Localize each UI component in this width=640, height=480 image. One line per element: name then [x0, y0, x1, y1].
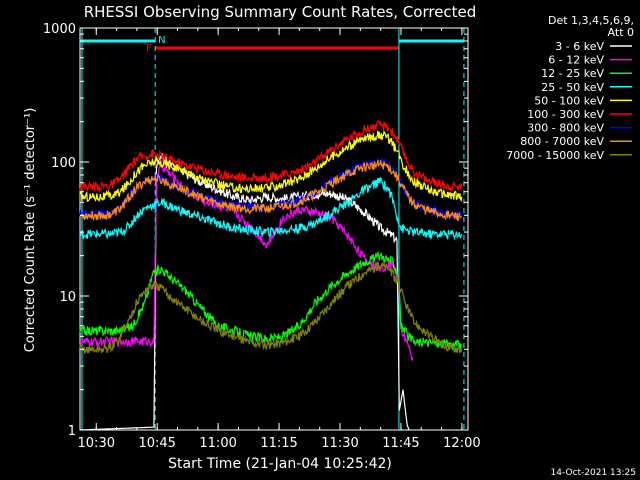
series-line-25-50-kev [79, 176, 463, 241]
legend-entry-label: 100 - 300 keV [527, 108, 604, 121]
x-tick-label: 11:30 [321, 436, 358, 451]
legend-entry-label: 50 - 100 keV [534, 94, 604, 107]
y-axis-label: Corrected Count Rate (s⁻¹ detector⁻¹) [23, 108, 38, 353]
legend-header-attenuator: Att 0 [608, 26, 634, 39]
chart-title: RHESSI Observing Summary Count Rates, Co… [84, 3, 477, 21]
series-line-12-25-kev [79, 252, 463, 351]
x-tick-label: 11:00 [199, 436, 236, 451]
x-tick-label: 10:45 [138, 436, 175, 451]
legend-entry-label: 7000 - 15000 keV [506, 149, 604, 162]
series-line-50-100-kev [79, 130, 463, 203]
plot-area [79, 27, 469, 431]
legend-header-detectors: Det 1,3,4,5,6,9, [548, 14, 634, 27]
legend-entry-label: 25 - 50 keV [541, 81, 604, 94]
y-tick-label: 10 [59, 290, 76, 305]
x-tick-label: 11:15 [260, 436, 297, 451]
flare-flag-label: F [146, 43, 152, 54]
legend-entry-label: 6 - 12 keV [548, 54, 604, 67]
night-flag-label: N [158, 35, 165, 46]
series-line-3-6-kev [80, 153, 410, 431]
x-tick-label: 12:00 [443, 436, 480, 451]
plot-frame [79, 27, 469, 431]
legend-entry-label: 12 - 25 keV [541, 67, 604, 80]
y-tick-label: 1000 [43, 22, 76, 37]
x-axis-label: Start Time (21-Jan-04 10:25:42) [168, 456, 392, 472]
axes-layer: 10:30 10:45 11:00 11:15 11:30 11:45 12:00 1 10 10… [43, 22, 481, 451]
series-layer [79, 119, 463, 431]
legend-entry-label: 300 - 800 keV [527, 122, 604, 135]
y-tick-label: 100 [51, 156, 76, 171]
legend-entry-label: 3 - 6 keV [555, 40, 604, 53]
series-line-7000-15000-kev [79, 261, 463, 354]
timestamp: 14-Oct-2021 13:25 [551, 468, 636, 478]
x-tick-label: 11:45 [382, 436, 419, 451]
series-line-100-300-kev [79, 119, 463, 193]
y-tick-label: 1 [68, 424, 76, 439]
series-line-800-7000-kev [80, 160, 462, 222]
legend-entry-label: 800 - 7000 keV [520, 135, 604, 148]
x-tick-label: 10:30 [78, 436, 115, 451]
series-line-6-12-kev [79, 160, 414, 361]
